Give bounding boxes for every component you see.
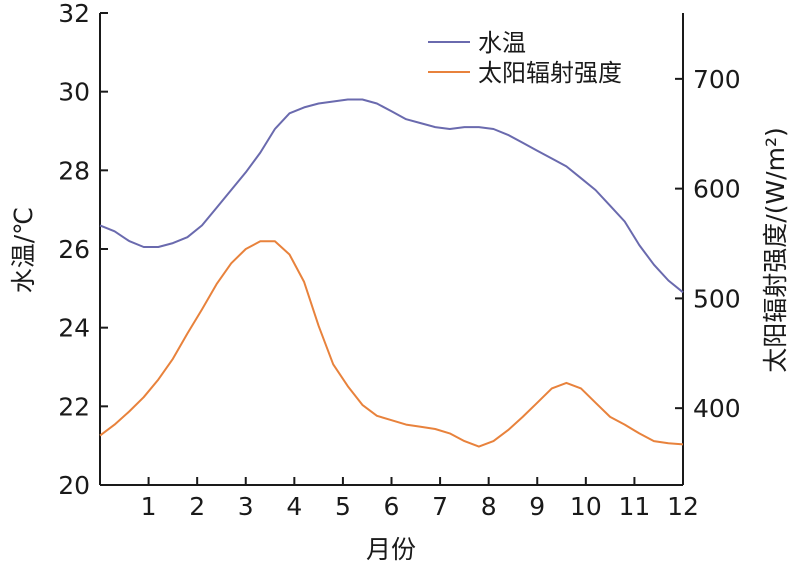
y-right-tick-label: 400 (693, 394, 741, 423)
x-tick-label: 12 (667, 492, 699, 521)
y-left-tick-label: 30 (58, 78, 90, 107)
x-tick-label: 3 (238, 492, 254, 521)
y-left-tick-label: 26 (58, 235, 90, 264)
x-tick-label: 8 (481, 492, 497, 521)
y-right-tick-label: 500 (693, 284, 741, 313)
y-left-axis-title: 水温/℃ (9, 207, 38, 294)
legend: 水温 太阳辐射强度 (428, 29, 622, 87)
x-tick-label: 11 (619, 492, 651, 521)
tick-labels: 1 2 3 4 5 6 7 8 9 10 11 122022242628303240050060070… (58, 0, 741, 521)
tick-marks (100, 12, 684, 486)
y-left-tick-label: 20 (58, 471, 90, 500)
legend-label-water-temp: 水温 (478, 29, 526, 57)
y-right-axis-title: 太阳辐射强度/(W/m²) (761, 127, 790, 372)
x-tick-label: 10 (570, 492, 602, 521)
y-left-tick-label: 22 (58, 392, 90, 421)
x-tick-label: 1 (141, 492, 157, 521)
x-tick-label: 5 (335, 492, 351, 521)
x-axis-title: 月份 (366, 535, 416, 564)
x-tick-label: 4 (286, 492, 302, 521)
series-line-solar-radiation (99, 240, 684, 448)
y-left-tick-label: 24 (58, 314, 90, 343)
x-tick-label: 6 (384, 492, 400, 521)
y-left-tick-label: 32 (58, 0, 90, 28)
y-left-tick-label: 28 (58, 156, 90, 185)
x-tick-label: 2 (189, 492, 205, 521)
x-tick-label: 9 (529, 492, 545, 521)
series-lines (99, 98, 684, 448)
legend-label-solar-radiation: 太阳辐射强度 (478, 59, 622, 87)
series-line-water-temp (99, 98, 684, 294)
x-tick-label: 7 (432, 492, 448, 521)
y-right-tick-label: 700 (693, 65, 741, 94)
y-right-tick-label: 600 (693, 175, 741, 204)
